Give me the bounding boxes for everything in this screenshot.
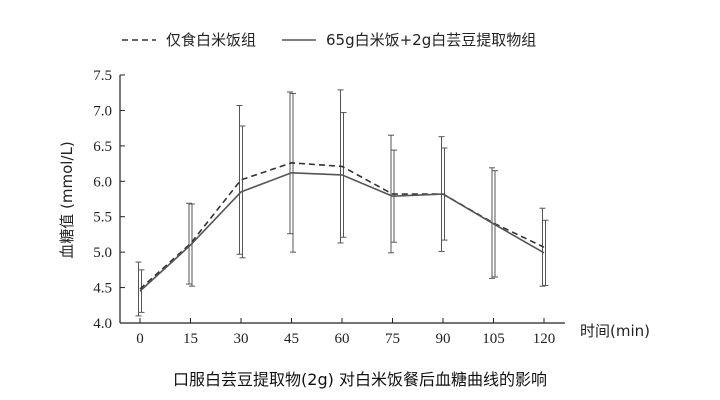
y-tick-label: 4.0	[93, 316, 112, 332]
series-line-2	[139, 171, 545, 292]
x-tick-label: 45	[284, 331, 299, 347]
axes: 4.0 4.5 5.0 5.5 6.0 6.5 7.0 7.5 0 15 30 45 60 75 90 105…	[93, 68, 565, 347]
series-line-1	[139, 162, 545, 290]
x-tick-label: 0	[136, 331, 144, 347]
x-tick-label: 15	[183, 331, 198, 347]
y-tick-label: 4.5	[93, 281, 112, 297]
x-tick-label: 75	[385, 331, 400, 347]
error-bars	[135, 89, 549, 317]
x-tick-label: 90	[436, 331, 451, 347]
y-axis-label: 血糖值 (mmol/L)	[58, 141, 76, 258]
x-axis-label: 时间(min)	[580, 322, 650, 340]
x-tick-label: 30	[234, 331, 249, 347]
y-tick-label: 6.5	[93, 139, 112, 155]
y-tick-label: 5.0	[93, 245, 112, 261]
legend-label-1: 仅食白米饭组	[166, 31, 256, 49]
series-lines	[139, 162, 545, 292]
x-tick-label: 60	[335, 331, 350, 347]
y-tick-label: 7.0	[93, 103, 112, 119]
y-tick-label: 5.5	[93, 210, 112, 226]
legend: 仅食白米饭组 65g白米饭+2g白芸豆提取物组	[122, 31, 536, 49]
x-tick-label: 105	[482, 331, 505, 347]
y-tick-label: 7.5	[93, 68, 112, 84]
x-tick-label: 120	[533, 331, 556, 347]
y-tick-label: 6.0	[93, 174, 112, 190]
legend-label-2: 65g白米饭+2g白芸豆提取物组	[326, 31, 536, 49]
chart-caption: 口服白芸豆提取物(2g) 对白米饭餐后血糖曲线的影响	[173, 370, 547, 389]
